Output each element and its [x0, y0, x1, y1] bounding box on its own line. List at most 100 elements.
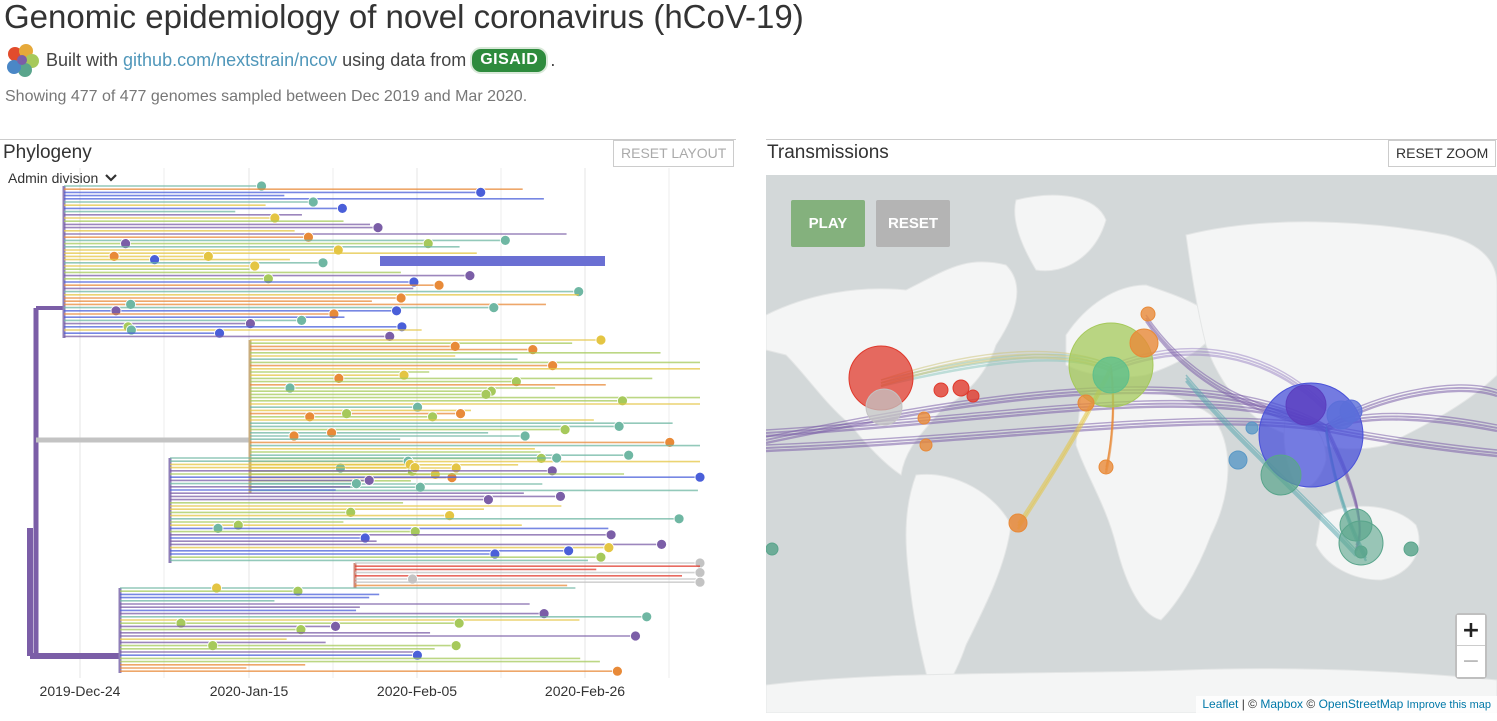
- byline-period: .: [550, 49, 556, 70]
- tip-node: [395, 292, 407, 304]
- tip-node: [307, 196, 319, 208]
- location-circle: [917, 411, 931, 425]
- map-attribution: Leaflet | © Mapbox © OpenStreetMap Impro…: [1196, 696, 1497, 713]
- tip-node: [384, 330, 396, 342]
- location-circle: [966, 389, 980, 403]
- zoom-in-button[interactable]: +: [1457, 615, 1485, 646]
- reset-layout-button[interactable]: RESET LAYOUT: [613, 140, 735, 167]
- tip-node: [673, 513, 685, 525]
- tip-node: [694, 576, 706, 588]
- play-button[interactable]: PLAY: [791, 200, 865, 247]
- tip-node: [559, 424, 571, 436]
- location-circle: [1228, 450, 1248, 470]
- tip-node: [453, 617, 465, 629]
- page-title: Genomic epidemiology of novel coronaviru…: [4, 0, 804, 35]
- location-circle: [1354, 545, 1368, 559]
- location-circle: [1092, 356, 1130, 394]
- location-circle: [1260, 454, 1302, 496]
- tip-node: [330, 620, 341, 632]
- tip-node: [336, 203, 348, 214]
- tip-node: [595, 551, 607, 563]
- using-data-from-text: using data from: [342, 49, 467, 70]
- location-circle: [1339, 399, 1363, 423]
- landmass: [1014, 194, 1107, 272]
- tip-node: [391, 305, 402, 317]
- built-with-text: Built with: [46, 49, 119, 70]
- location-circle: [933, 382, 949, 398]
- tip-node: [488, 302, 500, 314]
- tip-node: [519, 430, 531, 442]
- phylogeny-tree[interactable]: 2019-Dec-24 2020-Jan-15 2020-Feb-05 2020-Fe…: [0, 168, 736, 713]
- tip-node: [249, 260, 261, 272]
- tip-node: [551, 452, 563, 464]
- tip-node: [656, 538, 667, 550]
- tip-node: [350, 478, 362, 490]
- tip-node: [630, 630, 641, 642]
- phylogeny-title: Phylogeny: [3, 142, 92, 163]
- tip-node: [482, 494, 494, 506]
- color-by-label: Admin division: [8, 170, 99, 186]
- world-map[interactable]: [766, 175, 1497, 713]
- tip-node: [595, 334, 607, 346]
- tip-node: [605, 529, 617, 541]
- chevron-down-icon: [105, 174, 118, 182]
- x-axis-tick-label: 2020-Feb-05: [377, 683, 457, 699]
- leaflet-link[interactable]: Leaflet: [1202, 697, 1239, 711]
- location-circle: [952, 379, 970, 397]
- tip-node: [296, 314, 307, 326]
- tip-node: [555, 490, 566, 502]
- location-circle: [1245, 421, 1259, 435]
- zoom-control: + −: [1455, 613, 1487, 679]
- tip-node: [450, 640, 462, 652]
- location-circle: [1403, 541, 1419, 557]
- location-circle: [919, 438, 933, 452]
- improve-map-link[interactable]: Improve this map: [1406, 699, 1491, 711]
- location-circle: [1338, 520, 1384, 566]
- repo-link[interactable]: github.com/nextstrain/ncov: [123, 49, 338, 70]
- location-circle: [1008, 513, 1028, 533]
- genome-summary: Showing 477 of 477 genomes sampled betwe…: [5, 88, 528, 105]
- location-circle: [1285, 384, 1327, 426]
- location-circle: [1129, 328, 1159, 358]
- tip-node: [613, 420, 625, 432]
- x-axis-tick-label: 2020-Jan-15: [210, 683, 289, 699]
- reset-zoom-button[interactable]: RESET ZOOM: [1388, 140, 1497, 167]
- tip-node: [372, 222, 384, 233]
- nextstrain-logo-icon: [7, 44, 39, 77]
- transmissions-divider: [766, 139, 1497, 140]
- tip-node: [563, 545, 575, 557]
- mapbox-link[interactable]: Mapbox: [1260, 697, 1304, 711]
- color-by-dropdown[interactable]: Admin division: [8, 170, 118, 186]
- tip-node: [464, 270, 476, 281]
- phylogeny-divider: [0, 139, 736, 140]
- gisaid-logo[interactable]: GISAID: [470, 46, 549, 74]
- tip-node: [455, 408, 466, 420]
- tree-branch-bundle: [380, 256, 605, 266]
- tip-node: [694, 471, 706, 483]
- location-circle: [1098, 459, 1114, 475]
- tip-node: [363, 474, 375, 486]
- tip-node: [612, 665, 623, 677]
- transmissions-title: Transmissions: [767, 142, 889, 163]
- tip-node: [694, 567, 706, 579]
- map-reset-button[interactable]: RESET: [876, 200, 950, 247]
- x-axis-tick-label: 2020-Feb-26: [545, 683, 625, 699]
- location-circle: [1077, 394, 1095, 412]
- transmission-arc: [766, 386, 1327, 438]
- location-circle: [1140, 306, 1156, 322]
- attribution-sep: | ©: [1238, 697, 1261, 711]
- tip-node: [433, 279, 445, 291]
- osm-link[interactable]: OpenStreetMap: [1318, 697, 1404, 711]
- tip-node: [641, 611, 653, 623]
- transmission-map[interactable]: PLAY RESET + − Leaflet | © Mapbox © Open…: [766, 175, 1497, 713]
- x-axis-tick-label: 2019-Dec-24: [40, 683, 121, 699]
- byline: Built with github.com/nextstrain/ncov us…: [4, 42, 555, 78]
- tip-node: [623, 449, 635, 461]
- location-circle: [766, 542, 779, 556]
- tip-node: [603, 542, 615, 554]
- attribution-sep2: ©: [1303, 697, 1319, 711]
- zoom-out-button[interactable]: −: [1457, 646, 1485, 677]
- location-circle: [865, 388, 903, 426]
- tip-node: [499, 235, 511, 246]
- tip-node: [475, 186, 487, 198]
